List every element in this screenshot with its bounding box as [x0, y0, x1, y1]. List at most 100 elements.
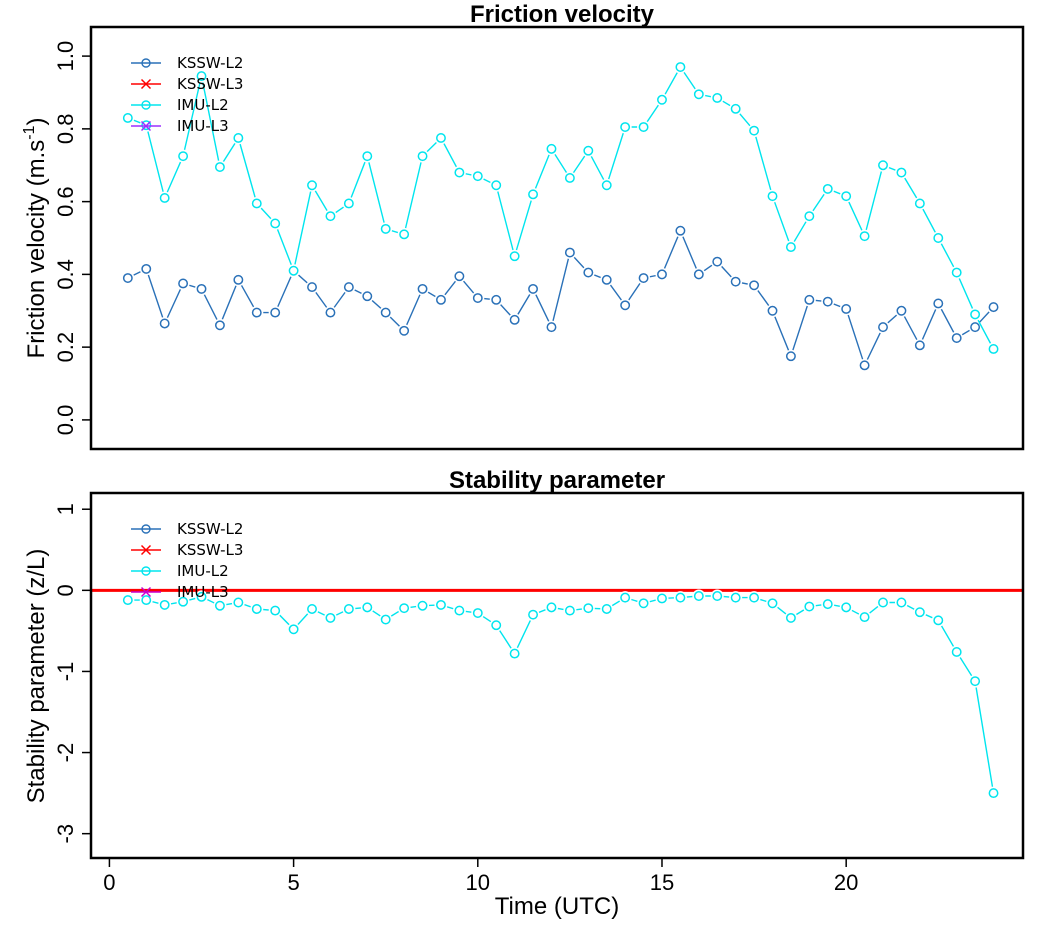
stability-parameter-point-imu-l2: [362, 602, 373, 613]
friction-velocity-point-kssw-l2: [822, 296, 833, 307]
y-label-main: Friction velocity (m.s: [23, 140, 50, 359]
friction-velocity-point-kssw-l2: [601, 274, 612, 285]
stability-parameter-point-imu-l2: [620, 592, 631, 603]
stability-parameter-point-imu-l2: [970, 676, 981, 687]
friction-velocity-point-kssw-l2: [564, 247, 575, 258]
stability-parameter-point-imu-l2: [436, 599, 446, 610]
stability-parameter-y-tick-label: -3: [53, 824, 78, 844]
stability-parameter-point-imu-l2: [785, 612, 796, 623]
friction-velocity-legend-label-kssw-l3: KSSW-L3: [177, 75, 243, 93]
friction-velocity-point-kssw-l2: [528, 283, 539, 294]
stability-parameter-point-imu-l2: [325, 612, 336, 623]
friction-velocity-legend-marker-kssw-l3: [140, 78, 152, 90]
friction-velocity-point-imu-l2: [693, 89, 704, 100]
friction-velocity-point-imu-l2: [804, 211, 815, 222]
friction-velocity-point-imu-l2: [620, 122, 631, 132]
friction-velocity-point-kssw-l2: [307, 282, 317, 293]
stability-parameter-panel: Stability parameter 10-1-2-3 0 5 10 15 20 St…: [23, 467, 1025, 920]
friction-velocity-point-imu-l2: [749, 125, 760, 136]
stability-parameter-point-imu-l2: [896, 597, 907, 608]
x-tick-label: 5: [287, 870, 299, 895]
friction-velocity-point-kssw-l2: [730, 276, 741, 287]
friction-velocity-point-kssw-l2: [399, 325, 410, 336]
friction-velocity-y-tick-label: 1.0: [53, 41, 78, 72]
friction-velocity-point-imu-l2: [675, 62, 686, 72]
friction-velocity-legend: KSSW-L2 KSSW-L3 IMU-L2 IMU-L3: [131, 54, 243, 135]
stability-parameter-legend-marker-kssw-l2: [141, 524, 151, 534]
stability-parameter-point-imu-l2: [638, 598, 649, 609]
friction-velocity-point-imu-l2: [436, 133, 446, 143]
stability-parameter-y-tick-label: 0: [53, 584, 78, 596]
friction-velocity-point-imu-l2: [178, 151, 189, 162]
friction-velocity-point-imu-l2: [546, 143, 557, 154]
friction-velocity-point-kssw-l2: [804, 294, 815, 305]
stability-parameter-point-imu-l2: [233, 597, 244, 608]
stability-parameter-point-imu-l2: [546, 602, 557, 613]
y-label-sup: -1: [21, 125, 38, 139]
stability-parameter-point-imu-l2: [270, 605, 281, 616]
stability-parameter-point-imu-l2: [767, 598, 778, 609]
friction-velocity-point-kssw-l2: [178, 278, 189, 289]
friction-velocity-point-imu-l2: [325, 211, 336, 222]
x-axis-label: Time (UTC): [495, 893, 619, 920]
stability-parameter-point-imu-l2: [822, 599, 833, 610]
friction-velocity-point-imu-l2: [896, 167, 907, 178]
friction-velocity-y-tick-label: 0.4: [53, 259, 78, 290]
stability-parameter-point-imu-l2: [380, 614, 391, 625]
stability-parameter-point-imu-l2: [343, 604, 354, 614]
stability-parameter-point-imu-l2: [159, 599, 170, 610]
friction-velocity-point-kssw-l2: [417, 283, 428, 294]
stability-parameter-point-imu-l2: [859, 612, 870, 623]
stability-parameter-legend-marker-kssw-l3: [140, 544, 152, 556]
stability-parameter-point-imu-l2: [583, 603, 594, 614]
friction-velocity-marks: [121, 60, 1001, 372]
stability-parameter-legend-marker-imu-l3: [140, 586, 152, 598]
friction-velocity-point-imu-l2: [270, 218, 281, 229]
stability-parameter-point-imu-l2: [399, 603, 410, 614]
stability-parameter-point-imu-l2: [749, 592, 760, 603]
stability-parameter-y-label: Stability parameter (z/L): [23, 549, 50, 804]
stability-parameter-legend-label-kssw-l2: KSSW-L2: [177, 520, 243, 538]
friction-velocity-point-kssw-l2: [436, 294, 446, 305]
friction-velocity-title: Friction velocity: [470, 1, 655, 28]
friction-velocity-point-kssw-l2: [343, 282, 354, 293]
friction-velocity-point-imu-l2: [601, 180, 612, 191]
friction-velocity-point-imu-l2: [859, 231, 870, 242]
friction-velocity-series-line-kssw-l2: [127, 228, 995, 368]
friction-velocity-point-kssw-l2: [159, 318, 170, 329]
stability-parameter-point-imu-l2: [251, 604, 262, 614]
friction-velocity-legend-label-imu-l2: IMU-L2: [177, 96, 229, 114]
friction-velocity-point-imu-l2: [564, 173, 575, 183]
friction-velocity-point-imu-l2: [214, 162, 225, 173]
friction-velocity-point-imu-l2: [288, 265, 299, 276]
friction-velocity-point-imu-l2: [233, 133, 244, 143]
friction-velocity-legend-label-kssw-l2: KSSW-L2: [177, 54, 243, 72]
friction-velocity-point-imu-l2: [878, 160, 888, 171]
friction-velocity-point-kssw-l2: [472, 293, 483, 303]
friction-velocity-point-imu-l2: [785, 242, 796, 253]
friction-velocity-point-kssw-l2: [914, 340, 925, 351]
stability-parameter-legend-label-imu-l3: IMU-L3: [177, 583, 229, 601]
stability-parameter-point-imu-l2: [693, 591, 704, 601]
friction-velocity-point-kssw-l2: [214, 320, 225, 331]
friction-velocity-point-imu-l2: [638, 122, 649, 132]
stability-parameter-y-tick-label: -1: [53, 662, 78, 682]
y-label-end: ): [23, 118, 50, 126]
stability-parameter-point-imu-l2: [712, 591, 723, 601]
friction-velocity-point-kssw-l2: [896, 305, 907, 316]
friction-velocity-point-kssw-l2: [270, 307, 281, 318]
friction-velocity-point-imu-l2: [472, 171, 483, 182]
friction-velocity-y-tick-label: 0.8: [53, 114, 78, 145]
friction-velocity-point-imu-l2: [362, 151, 373, 162]
friction-velocity-point-kssw-l2: [620, 300, 631, 311]
stability-parameter-y-ticks: 1 0 -1 -2 -3: [53, 503, 91, 843]
friction-velocity-point-imu-l2: [822, 183, 833, 194]
friction-velocity-point-imu-l2: [196, 71, 207, 82]
friction-velocity-point-imu-l2: [454, 167, 465, 178]
friction-velocity-point-imu-l2: [933, 233, 944, 243]
friction-velocity-point-imu-l2: [417, 151, 428, 162]
stability-parameter-point-imu-l2: [878, 597, 888, 608]
stability-parameter-point-imu-l2: [951, 647, 962, 657]
